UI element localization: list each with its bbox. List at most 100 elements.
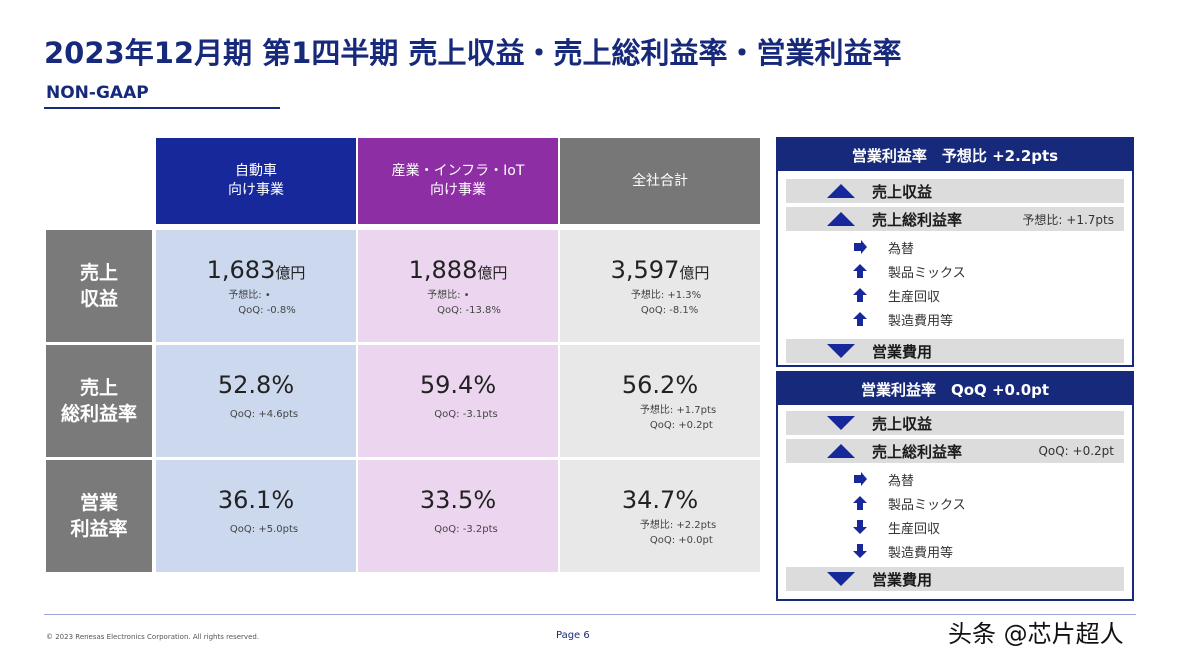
cell-value: 1,888 (408, 256, 478, 284)
cell-note: 予想比: +2.2pts (639, 520, 717, 531)
table-cell: 56.2% 予想比: +1.7pts QoQ: +0.2pt (560, 345, 760, 457)
cell-value: 33.5% (419, 486, 497, 514)
row-header-line2: 利益率 (70, 518, 128, 540)
factor-bar: 売上収益 (786, 411, 1124, 435)
column-header-automotive: 自動車 向け事業 (156, 138, 356, 224)
sub-factor: 為替 (850, 469, 914, 489)
row-header-line1: 営業 (79, 492, 118, 514)
cell-note: 予想比: +1.3% (630, 290, 702, 301)
factor-label: 営業費用 (872, 342, 933, 361)
factor-label: 営業費用 (872, 570, 933, 589)
factor-panel-forecast: 営業利益率 予想比 +2.2pts 売上収益 売上総利益率 予想比: +1.7p… (776, 137, 1134, 367)
row-header-revenue: 売上 収益 (46, 230, 152, 342)
cell-value: 3,597 (610, 256, 680, 284)
sub-factor-label: 生産回収 (888, 521, 941, 537)
cell-note: QoQ: -13.8% (437, 305, 501, 316)
sub-factor-label: 製品ミックス (888, 497, 966, 513)
table-cell: 36.1% QoQ: +5.0pts (156, 460, 356, 572)
column-header-industrial: 産業・インフラ・IoT 向け事業 (358, 138, 558, 224)
table-cell: 3,597億円 予想比: +1.3% QoQ: -8.1% (560, 230, 760, 342)
factor-note: QoQ: +0.2pt (1038, 444, 1114, 458)
arrow-up-icon (853, 264, 867, 278)
arrow-up-icon (827, 212, 855, 226)
column-header-line2: 向け事業 (228, 182, 284, 198)
cell-value: 34.7% (621, 486, 699, 514)
arrow-right-icon (854, 472, 867, 486)
factor-bar: 売上総利益率 QoQ: +0.2pt (786, 439, 1124, 463)
factor-note: 予想比: +1.7pts (1022, 212, 1114, 227)
arrow-up-icon (853, 288, 867, 302)
sub-factor-label: 為替 (888, 473, 915, 489)
sub-factor: 製造費用等 (850, 541, 953, 561)
column-header-line2: 向け事業 (429, 182, 486, 198)
page-subtitle: NON-GAAP (46, 83, 149, 103)
row-header-line2: 収益 (79, 288, 118, 310)
arrow-down-icon (827, 344, 855, 358)
panel-title: 営業利益率 QoQ +0.0pt (778, 373, 1132, 405)
factor-label: 売上収益 (872, 182, 933, 201)
row-header-gross-margin: 売上 総利益率 (46, 345, 152, 457)
table-cell: 1,683億円 予想比: • QoQ: -0.8% (156, 230, 356, 342)
cell-value: 1,683 (206, 256, 276, 284)
cell-unit: 億円 (477, 264, 508, 282)
table-cell: 52.8% QoQ: +4.6pts (156, 345, 356, 457)
cell-value: 56.2% (621, 371, 699, 399)
sub-factor: 製品ミックス (850, 493, 966, 513)
cell-note: QoQ: -3.1pts (434, 409, 498, 420)
factor-bar: 売上総利益率 予想比: +1.7pts (786, 207, 1124, 231)
table-cell: 33.5% QoQ: -3.2pts (358, 460, 558, 572)
sub-factor-label: 製造費用等 (888, 313, 954, 329)
arrow-down-icon (827, 416, 855, 430)
arrow-up-icon (853, 312, 867, 326)
page-number: Page 6 (556, 630, 590, 641)
arrow-down-icon (827, 572, 855, 586)
cell-unit: 億円 (275, 264, 306, 282)
sub-factor: 製造費用等 (850, 309, 953, 329)
factor-label: 売上総利益率 (872, 210, 963, 229)
row-header-line1: 売上 (79, 377, 118, 399)
arrow-down-icon (853, 544, 867, 558)
cell-note: 予想比: • (228, 290, 271, 301)
cell-value: 36.1% (217, 486, 295, 514)
factor-bar: 営業費用 (786, 567, 1124, 591)
factor-bar: 売上収益 (786, 179, 1124, 203)
footer-divider (44, 614, 1136, 615)
panel-title: 営業利益率 予想比 +2.2pts (778, 139, 1132, 171)
arrow-up-icon (853, 496, 867, 510)
factor-bar: 営業費用 (786, 339, 1124, 363)
table-cell: 59.4% QoQ: -3.1pts (358, 345, 558, 457)
column-header-line1: 産業・インフラ・IoT (391, 163, 525, 179)
sub-factor-label: 為替 (888, 241, 915, 257)
table-cell: 1,888億円 予想比: • QoQ: -13.8% (358, 230, 558, 342)
cell-note: 予想比: • (427, 290, 470, 301)
table-cell: 34.7% 予想比: +2.2pts QoQ: +0.0pt (560, 460, 760, 572)
arrow-up-icon (827, 444, 855, 458)
subtitle-underline (44, 107, 280, 109)
sub-factor: 製品ミックス (850, 261, 966, 281)
cell-note: QoQ: +0.2pt (649, 420, 713, 431)
column-header-line1: 自動車 (235, 163, 277, 179)
cell-unit: 億円 (679, 264, 710, 282)
row-header-operating-margin: 営業 利益率 (46, 460, 152, 572)
cell-note: QoQ: -3.2pts (434, 524, 498, 535)
page-title: 2023年12月期 第1四半期 売上収益・売上総利益率・営業利益率 (44, 36, 902, 70)
arrow-down-icon (853, 520, 867, 534)
column-header-line1: 全社合計 (632, 172, 688, 189)
cell-value: 59.4% (419, 371, 497, 399)
sub-factor-label: 生産回収 (888, 289, 941, 305)
arrow-up-icon (827, 184, 855, 198)
cell-note: QoQ: +0.0pt (649, 535, 713, 546)
row-header-line2: 総利益率 (60, 403, 137, 425)
sub-factor: 生産回収 (850, 517, 940, 537)
factor-label: 売上総利益率 (872, 442, 963, 461)
sub-factor: 生産回収 (850, 285, 940, 305)
cell-note: 予想比: +1.7pts (639, 405, 717, 416)
cell-note: QoQ: +5.0pts (229, 524, 299, 535)
watermark: 头条 @芯片超人 (948, 620, 1124, 648)
sub-factor-label: 製造費用等 (888, 545, 954, 561)
cell-note: QoQ: -0.8% (238, 305, 296, 316)
arrow-right-icon (854, 240, 867, 254)
factor-panel-qoq: 営業利益率 QoQ +0.0pt 売上収益 売上総利益率 QoQ: +0.2pt… (776, 371, 1134, 601)
row-header-line1: 売上 (79, 262, 118, 284)
copyright: © 2023 Renesas Electronics Corporation. … (46, 633, 260, 641)
